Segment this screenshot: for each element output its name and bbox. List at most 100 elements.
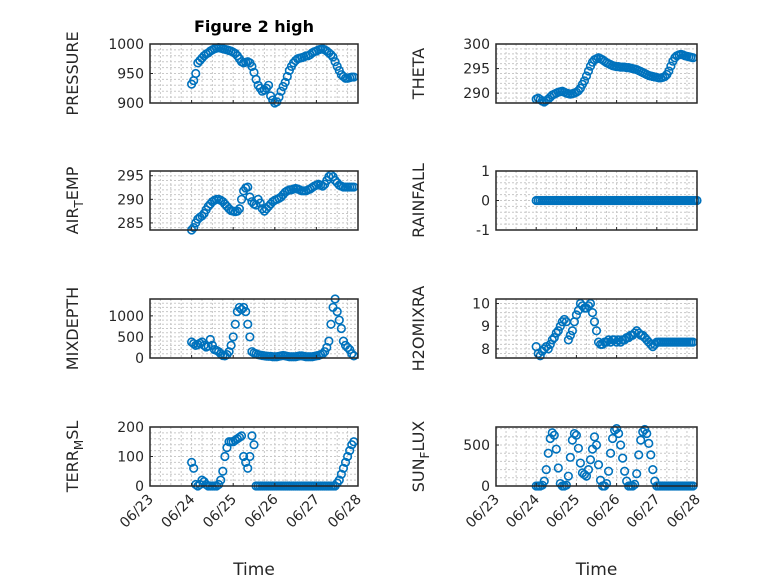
y-tick-label: 500 [463, 438, 490, 454]
y-axis-label: SUNFLUX [409, 421, 432, 493]
y-tick-label: 9 [481, 319, 490, 335]
data-point [247, 61, 257, 72]
data-point [243, 463, 253, 473]
data-point [642, 428, 652, 439]
data-point [543, 344, 553, 354]
data-point [191, 68, 201, 79]
data-point [234, 302, 245, 313]
data-point [603, 466, 614, 476]
data-point [555, 321, 565, 331]
data-point [611, 337, 622, 347]
y-tick-label: 1000 [108, 37, 144, 53]
data-point [620, 466, 630, 476]
data-point [232, 206, 242, 216]
subplot-7: 0 100 200 06/23 06/24 06/25 06/26 06/27 06/28 TER… [63, 420, 365, 580]
data-point [334, 475, 344, 485]
data-point [583, 66, 594, 76]
axes-box [149, 298, 359, 359]
data-point [222, 443, 232, 453]
x-tick-label: 06/26 [584, 491, 624, 531]
x-tick-label: 06/26 [242, 491, 282, 531]
axes-box [495, 298, 698, 359]
data-point [272, 97, 282, 107]
data-point [336, 469, 346, 479]
data-point [583, 465, 594, 475]
data-point [569, 428, 579, 439]
data-point [567, 326, 577, 336]
data-point [561, 480, 571, 490]
data-point [197, 211, 207, 221]
y-axis-label: PRESSURE [63, 31, 82, 115]
x-axis-label: Time [575, 560, 618, 580]
data-point [549, 430, 559, 440]
x-tick-label: 06/24 [503, 491, 543, 531]
data-point [551, 328, 561, 338]
x-tick-label: 06/25 [200, 492, 240, 532]
data-point [189, 223, 199, 233]
data-point [336, 323, 346, 334]
data-point [539, 344, 549, 354]
data-point [251, 74, 261, 84]
data-point [239, 451, 249, 462]
data-point [249, 440, 259, 450]
x-tick-label: 06/23 [117, 492, 157, 532]
data-point [343, 451, 353, 462]
axes-box [495, 426, 698, 487]
y-tick-label: 295 [463, 62, 490, 78]
data-point [332, 307, 342, 317]
data-point [276, 86, 286, 96]
data-point [664, 66, 674, 76]
data-point [611, 424, 622, 434]
x-axis-label: Time [232, 560, 275, 580]
y-tick-label: 10 [472, 297, 490, 313]
data-point [236, 194, 247, 204]
data-point [589, 432, 600, 442]
data-point [593, 460, 604, 470]
data-point [343, 342, 353, 353]
data-point [326, 319, 336, 329]
y-axis-label: THETA [409, 48, 428, 100]
data-point [201, 479, 211, 490]
y-axis-label: MIXDEPTH [63, 287, 82, 370]
data-point [539, 476, 549, 486]
data-point [338, 463, 349, 473]
data-point [553, 326, 563, 336]
axes-box [495, 43, 698, 104]
data-point [330, 57, 340, 67]
data-point [326, 50, 336, 60]
data-point [583, 301, 594, 311]
data-point [644, 438, 654, 448]
data-point [274, 92, 284, 102]
y-tick-label: 900 [117, 96, 144, 112]
data-point [565, 330, 575, 340]
data-point [245, 332, 255, 342]
data-point [187, 457, 197, 468]
data-point [549, 332, 559, 343]
data-point [605, 448, 616, 458]
data-point [648, 465, 658, 475]
data-point [632, 469, 642, 479]
x-tick-label: 06/28 [325, 492, 365, 532]
data-point [547, 335, 557, 345]
y-tick-label: 295 [117, 169, 144, 185]
x-tick-label: 06/24 [159, 491, 199, 531]
y-tick-label: 100 [117, 450, 144, 466]
data-point [601, 478, 612, 489]
data-point [345, 446, 355, 456]
data-point [630, 479, 640, 489]
y-tick-label: 285 [117, 216, 144, 232]
data-point [571, 310, 582, 320]
data-point [565, 452, 575, 462]
data-point [236, 431, 247, 441]
data-point [234, 432, 245, 442]
data-point [226, 340, 236, 350]
subplot-4: -1 0 1 RAINFALL [409, 163, 702, 239]
y-tick-label: 500 [117, 330, 144, 346]
data-point [603, 335, 614, 345]
y-tick-label: 0 [481, 194, 490, 210]
y-axis-label: TERRMSL [63, 421, 86, 494]
data-point [243, 182, 253, 192]
data-point [543, 448, 553, 458]
data-point [189, 463, 199, 473]
data-point [585, 455, 596, 465]
